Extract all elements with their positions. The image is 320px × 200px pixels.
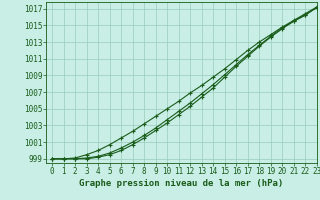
- X-axis label: Graphe pression niveau de la mer (hPa): Graphe pression niveau de la mer (hPa): [79, 179, 284, 188]
